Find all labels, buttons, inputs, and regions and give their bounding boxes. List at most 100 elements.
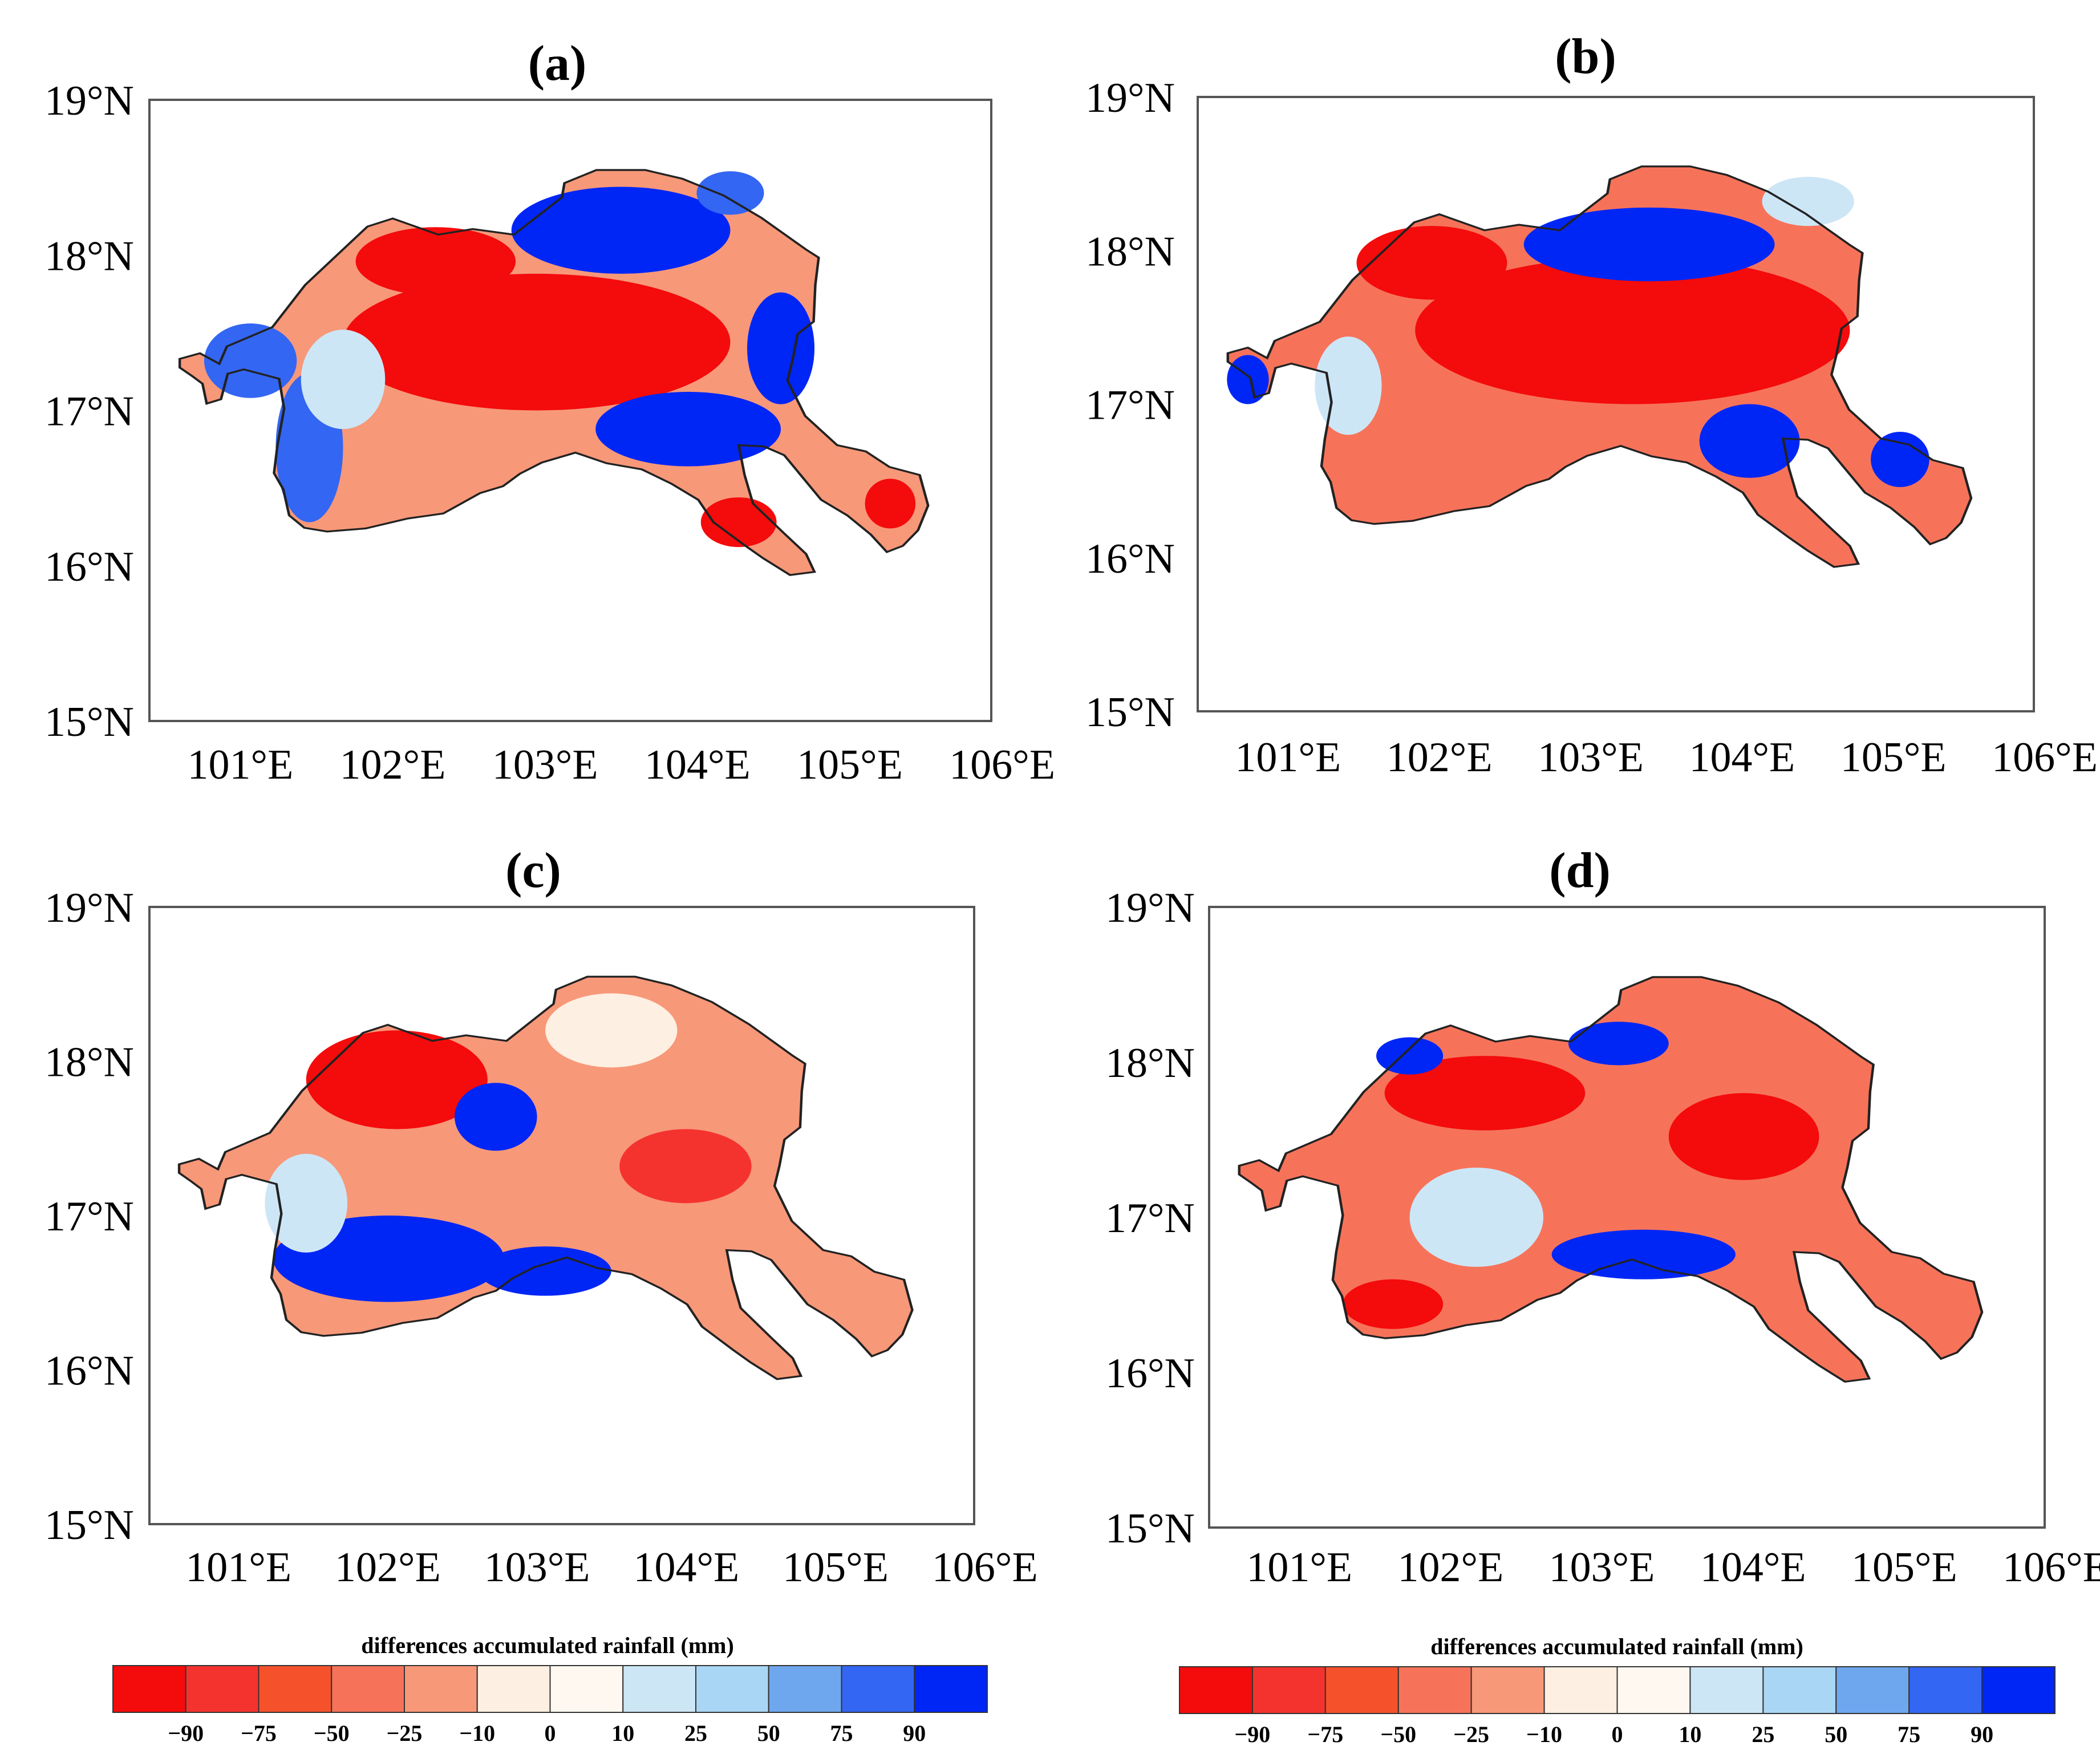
rain-anomaly-region: [204, 323, 297, 398]
longitude-tick-label: 101°E: [188, 742, 294, 788]
longitude-tick-label: 103°E: [1549, 1544, 1655, 1591]
rain-anomaly-region: [700, 497, 777, 548]
colorbar-swatch: [1251, 1666, 1326, 1714]
rain-anomaly-region: [301, 329, 386, 430]
latitude-tick-label: 18°N: [1085, 228, 1175, 275]
longitude-tick-label: 106°E: [949, 742, 1055, 788]
axis-labels: 19°N 18°N 17°N 16°N 15°N 101°E 102°E 103°E 104°E…: [44, 75, 2100, 1591]
latitude-tick-label: 16°N: [1105, 1350, 1195, 1397]
colorbar-tick-label: −25: [387, 1720, 423, 1746]
rain-anomaly-region: [343, 273, 731, 411]
latitude-tick-label: 15°N: [1085, 689, 1175, 736]
colorbar-tick-label: 90: [903, 1720, 926, 1746]
colorbar-tick-label: 25: [1752, 1721, 1774, 1747]
longitude-tick-label: 102°E: [1387, 734, 1493, 781]
rain-anomaly-region: [1762, 177, 1854, 226]
rain-anomaly-region: [696, 171, 764, 215]
panel-title: (d): [1549, 843, 1611, 898]
latitude-tick-label: 15°N: [44, 699, 134, 746]
rain-anomaly-region: [1356, 226, 1507, 300]
longitude-tick-label: 105°E: [1851, 1544, 1957, 1591]
longitude-tick-label: 102°E: [340, 742, 446, 788]
panel-b: (b): [1197, 29, 2035, 712]
colorbar-tick-label: 75: [1898, 1721, 1920, 1747]
colorbar-tick-label: −90: [1235, 1721, 1271, 1747]
colorbar-swatch: [841, 1665, 915, 1713]
longitude-tick-label: 106°E: [2002, 1544, 2100, 1591]
colorbar-swatch: [1689, 1666, 1764, 1714]
rain-anomaly-region: [1668, 1093, 1819, 1180]
colorbar-swatch: [1543, 1666, 1618, 1714]
colorbar-swatch: [1179, 1666, 1253, 1714]
panel-title: (c): [505, 843, 561, 898]
panel-d: (d): [1208, 843, 2046, 1529]
rain-anomaly-region: [1871, 431, 1929, 487]
colorbar-swatch: [1835, 1666, 1910, 1714]
rain-anomaly-region: [265, 1153, 348, 1253]
colorbar-swatch: [1397, 1666, 1472, 1714]
panel-a: (a): [148, 36, 992, 722]
longitude-tick-label: 101°E: [1246, 1544, 1352, 1591]
rain-anomaly-region: [545, 993, 678, 1068]
longitude-tick-label: 106°E: [932, 1544, 1038, 1591]
colorbar-swatch: [112, 1665, 187, 1713]
rain-anomaly-region: [865, 479, 916, 529]
colorbars: differences accumulated rainfall (mm) −90…: [112, 1633, 2056, 1747]
colorbar-tick-label: 0: [1612, 1721, 1623, 1747]
panel-c: (c): [148, 843, 975, 1525]
colorbar-swatch: [1908, 1666, 1983, 1714]
rain-anomaly-region: [1376, 1037, 1444, 1075]
colorbar-swatch: [331, 1665, 405, 1713]
longitude-tick-label: 101°E: [185, 1544, 291, 1591]
longitude-tick-label: 103°E: [492, 742, 598, 788]
latitude-tick-label: 17°N: [44, 1193, 134, 1240]
rain-anomaly-region: [306, 1030, 488, 1129]
latitude-tick-label: 16°N: [44, 544, 134, 590]
rain-anomaly-region: [1384, 1056, 1586, 1131]
longitude-tick-label: 105°E: [783, 1544, 889, 1591]
colorbar-tick-label: 75: [830, 1720, 853, 1746]
latitude-tick-label: 18°N: [1105, 1040, 1195, 1087]
colorbar-swatch: [768, 1665, 842, 1713]
colorbar-tick-label: 50: [1825, 1721, 1847, 1747]
colorbar-swatch: [1981, 1666, 2056, 1714]
rain-anomaly-region: [479, 1246, 611, 1296]
colorbar-swatch: [1762, 1666, 1837, 1714]
longitude-tick-label: 103°E: [484, 1544, 590, 1591]
colorbar-tick-label: 10: [1679, 1721, 1701, 1747]
longitude-tick-label: 104°E: [644, 742, 751, 788]
colorbar-swatch: [1616, 1666, 1691, 1714]
panel-title: (b): [1555, 29, 1616, 84]
rain-anomaly-region: [1523, 207, 1775, 282]
rain-anomaly-region: [1227, 355, 1269, 404]
colorbar-tick-label: −75: [1307, 1721, 1343, 1747]
longitude-tick-label: 102°E: [1397, 1544, 1503, 1591]
latitude-tick-label: 17°N: [1105, 1195, 1195, 1242]
panel-title: (a): [528, 36, 587, 91]
latitude-tick-label: 15°N: [44, 1502, 134, 1549]
longitude-tick-label: 104°E: [633, 1544, 739, 1591]
longitude-tick-label: 106°E: [1992, 734, 2098, 781]
colorbar-tick-label: 90: [1971, 1721, 1993, 1747]
longitude-tick-label: 104°E: [1700, 1544, 1806, 1591]
colorbar-tick-label: 0: [545, 1720, 556, 1746]
rain-anomaly-region: [1568, 1022, 1669, 1066]
latitude-tick-label: 18°N: [44, 1039, 134, 1086]
colorbar-swatch: [622, 1665, 696, 1713]
longitude-tick-label: 103°E: [1538, 734, 1644, 781]
latitude-tick-label: 19°N: [44, 78, 134, 124]
longitude-tick-label: 102°E: [335, 1544, 441, 1591]
rain-anomaly-region: [1343, 1279, 1444, 1329]
latitude-tick-label: 16°N: [1085, 536, 1175, 582]
rain-anomaly-region: [355, 227, 516, 296]
colorbar-tick-label: −10: [1526, 1721, 1562, 1747]
rain-anomaly-region: [1415, 257, 1850, 404]
colorbar-swatch: [1470, 1666, 1545, 1714]
colorbar-swatch: [549, 1665, 624, 1713]
rain-anomaly-region: [1551, 1229, 1736, 1279]
rain-anomaly-region: [1315, 337, 1382, 435]
rain-anomaly-region: [1699, 404, 1800, 478]
latitude-tick-label: 19°N: [1105, 885, 1195, 931]
latitude-tick-label: 17°N: [1085, 382, 1175, 429]
